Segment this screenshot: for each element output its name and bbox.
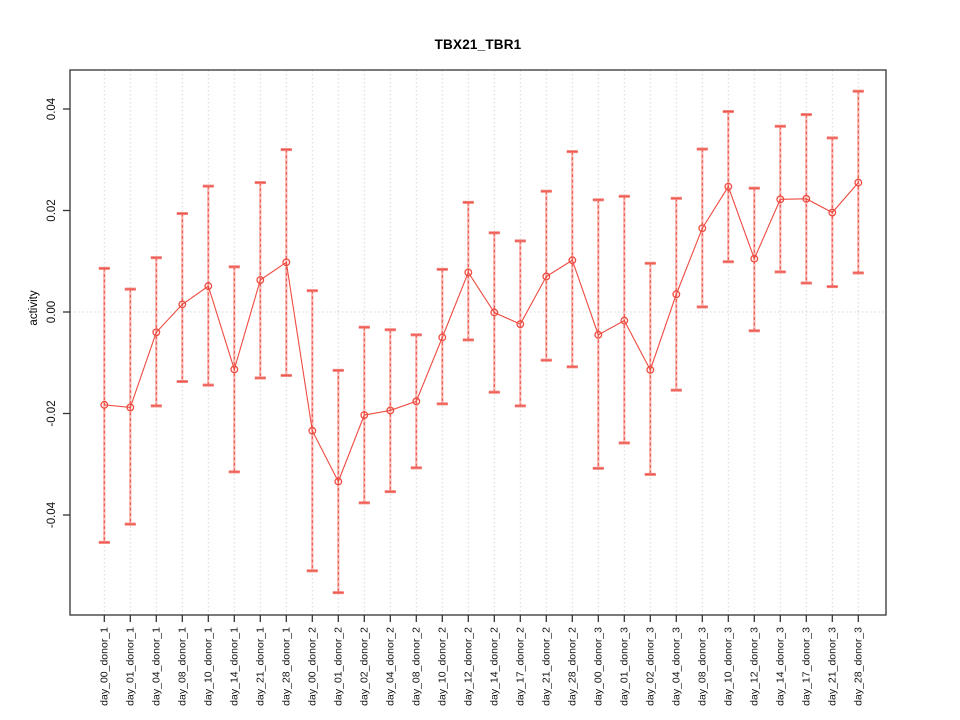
data-point [568,256,577,265]
data-point [672,290,681,299]
x-tick-label: day_21_donor_3 [826,627,838,706]
data-point [854,178,863,187]
data-point [438,333,447,342]
data-point [464,268,473,277]
x-tick-label: day_28_donor_1 [280,627,292,706]
x-tick-label: day_28_donor_3 [852,627,864,706]
data-point [334,477,343,486]
x-tick-label: day_02_donor_3 [644,627,656,706]
data-point [698,224,707,233]
x-tick-label: day_01_donor_3 [618,627,630,706]
x-tick-label: day_04_donor_1 [150,627,162,706]
x-tick-label: day_21_donor_1 [254,627,266,706]
error-bars [98,89,864,595]
x-tick-label: day_14_donor_1 [228,627,240,706]
x-tick-label: day_00_donor_2 [306,627,318,706]
x-tick-label: day_14_donor_3 [774,627,786,706]
y-tick-label: 0.00 [46,301,58,323]
x-tick-label: day_08_donor_2 [410,627,422,706]
x-tick-label: day_28_donor_2 [566,627,578,706]
error-bar [618,194,630,445]
y-tick-label: -0.04 [46,501,58,528]
data-point [620,316,629,325]
data-point [776,195,785,204]
x-tick-label: day_14_donor_2 [488,627,500,706]
data-point [360,411,369,419]
data-point [152,328,161,337]
x-tick-label: day_08_donor_3 [696,627,708,706]
x-tick-label: day_12_donor_3 [748,627,760,706]
error-bar [462,200,474,342]
y-tick-label: 0.04 [46,97,58,120]
x-tick-label: day_17_donor_2 [514,627,526,706]
x-tick-label: day_04_donor_3 [670,627,682,706]
x-tick-label: day_04_donor_2 [384,627,396,706]
x-axis: day_00_donor_1 day_01_donor_1 day_04_donor… [98,615,864,706]
error-bar [566,150,578,369]
x-tick-label: day_12_donor_2 [462,627,474,706]
data-point [282,258,291,267]
gridlines [70,70,886,615]
data-point [750,254,759,263]
x-tick-label: day_01_donor_1 [124,627,136,706]
data-point [308,426,317,435]
data-point [828,208,837,217]
x-tick-label: day_17_donor_3 [800,627,812,706]
data-point [724,182,733,191]
y-axis: 0.04 0.02 0.00 -0.02 -0.04 [46,97,70,528]
series-line [104,182,859,483]
data-point [256,276,265,284]
x-tick-label: day_08_donor_1 [176,627,188,706]
x-tick-label: day_10_donor_3 [722,627,734,706]
y-tick-label: -0.02 [46,400,58,426]
data-point [490,308,499,317]
data-point [126,403,135,412]
data-point [178,300,187,309]
error-bar [540,189,552,362]
x-tick-label: day_01_donor_2 [332,627,344,706]
x-tick-label: day_02_donor_2 [358,627,370,706]
data-point [100,400,109,409]
x-tick-label: day_10_donor_2 [436,627,448,706]
x-tick-label: day_21_donor_2 [540,627,552,706]
error-bar [852,89,864,275]
data-point [802,194,811,203]
x-tick-label: day_00_donor_3 [592,627,604,706]
data-point [204,282,213,291]
plot-border [69,69,887,616]
data-point [412,397,421,406]
data-point [594,330,603,339]
y-tick-label: 0.02 [46,199,58,221]
data-point [230,365,239,374]
x-tick-label: day_10_donor_1 [202,627,214,706]
chart-title: TBX21_TBR1 [434,37,522,52]
data-point [542,272,551,281]
data-point [516,320,525,329]
data-points [100,178,863,486]
data-point [646,365,655,374]
data-point [386,406,395,415]
x-tick-label: day_00_donor_1 [98,627,110,706]
error-bar [176,212,188,384]
